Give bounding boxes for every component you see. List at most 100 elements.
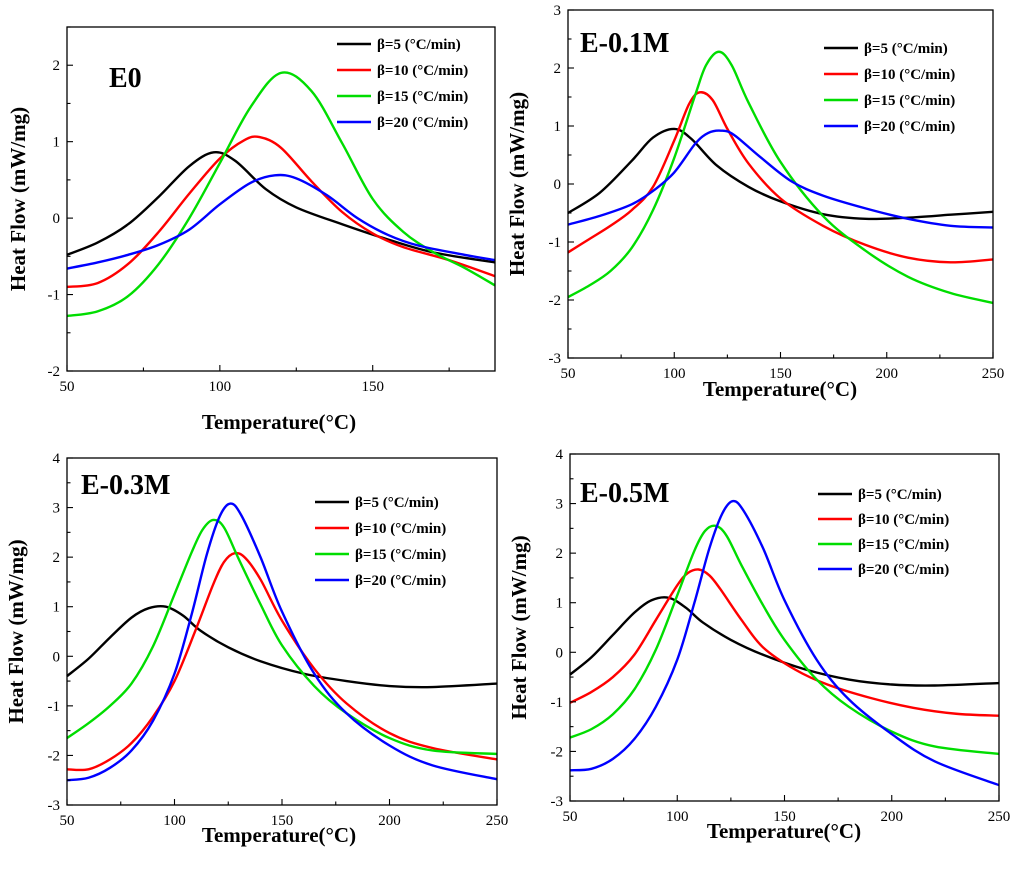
plot-frame (66, 26, 496, 372)
y-tick-label: -2 (48, 364, 61, 380)
chart-panel-1: 50 100 150 -2 -1 0 1 2 Temperature(°C) Heat Flow … (6, 26, 496, 434)
x-tick-label: 50 (563, 809, 578, 825)
y-tick-label: -1 (549, 235, 562, 251)
series-line-3 (66, 71, 496, 318)
x-axis-title: Temperature(°C) (202, 823, 356, 847)
x-tick-label: 100 (663, 366, 686, 382)
x-tick-label: 50 (60, 379, 75, 395)
y-tick-label: 2 (53, 58, 61, 74)
legend-label-2: β=10 (°C/min) (864, 67, 955, 83)
legend-label-2: β=10 (°C/min) (355, 521, 446, 537)
series-line-2 (66, 135, 496, 289)
y-tick-label: -1 (48, 288, 61, 304)
legend-label-4: β=20 (°C/min) (858, 562, 949, 578)
y-tick-label: 4 (556, 447, 564, 463)
chart-panel-2: 50 100 150 200 250 -3 -2 -1 0 1 2 3 Temperature(°C) H… (505, 3, 1004, 401)
y-tick-label: -1 (551, 695, 564, 711)
legend-label-4: β=20 (°C/min) (377, 115, 468, 131)
y-tick-label: 1 (554, 119, 562, 135)
y-tick-label: 2 (554, 61, 562, 77)
x-axis-title: Temperature(°C) (202, 410, 356, 434)
y-tick-label: -3 (549, 351, 562, 367)
y-axis-title: Heat Flow (mW/mg) (4, 539, 28, 723)
legend-label-3: β=15 (°C/min) (377, 89, 468, 105)
series-line-1 (66, 604, 498, 689)
y-tick-label: 0 (556, 645, 564, 661)
series-line-2 (66, 551, 498, 772)
y-tick-label: 0 (53, 649, 61, 665)
y-tick-label: 1 (53, 600, 61, 616)
y-tick-label: 3 (554, 3, 562, 19)
y-tick-label: 3 (53, 501, 61, 517)
x-tick-label: 100 (209, 379, 232, 395)
x-tick-label: 50 (561, 366, 576, 382)
x-tick-label: 100 (666, 809, 689, 825)
legend: β=5 (°C/min) β=10 (°C/min) β=15 (°C/min) β=… (315, 495, 446, 589)
legend-label-1: β=5 (°C/min) (858, 487, 942, 503)
series-line-3 (569, 524, 1000, 756)
x-axis-title: Temperature(°C) (703, 377, 857, 401)
y-tick-label: 0 (554, 177, 562, 193)
y-tick-label: -3 (48, 798, 61, 814)
series-line-1 (66, 151, 496, 264)
x-tick-label: 150 (769, 366, 792, 382)
y-tick-label: -2 (551, 744, 564, 760)
y-tick-label: 0 (53, 211, 61, 227)
series-line-4 (66, 502, 498, 782)
series-line-4 (567, 129, 994, 229)
y-axis-title: Heat Flow (mW/mg) (505, 92, 529, 276)
chart-panel-4: 50 100 150 200 250 -3 -2 -1 0 1 2 3 4 Temperature(°C)… (507, 447, 1010, 843)
panel-title: E-0.5M (580, 478, 669, 509)
x-tick-label: 150 (361, 379, 384, 395)
series-line-3 (567, 50, 994, 305)
series-line-2 (569, 568, 1000, 717)
y-tick-label: 1 (556, 596, 564, 612)
x-tick-label: 200 (876, 366, 899, 382)
x-tick-label: 250 (982, 366, 1005, 382)
y-tick-label: 3 (556, 497, 564, 513)
legend-label-2: β=10 (°C/min) (377, 63, 468, 79)
y-tick-label: 1 (53, 135, 61, 151)
legend-label-2: β=10 (°C/min) (858, 512, 949, 528)
legend-label-3: β=15 (°C/min) (864, 93, 955, 109)
y-tick-label: 4 (53, 451, 61, 467)
x-tick-label: 50 (60, 813, 75, 829)
x-axis-title: Temperature(°C) (707, 819, 861, 843)
legend: β=5 (°C/min) β=10 (°C/min) β=15 (°C/min) β=… (818, 487, 949, 578)
series-line-4 (569, 499, 1000, 787)
x-tick-label: 100 (163, 813, 186, 829)
x-tick-label: 150 (271, 813, 294, 829)
plot-frame (567, 9, 994, 359)
y-tick-label: -3 (551, 794, 564, 810)
x-tick-label: 150 (773, 809, 796, 825)
panel-title: E-0.1M (580, 28, 669, 59)
y-axis-title: Heat Flow (mW/mg) (6, 107, 30, 291)
legend-label-1: β=5 (°C/min) (377, 37, 461, 53)
y-tick-label: -2 (48, 748, 61, 764)
legend-label-4: β=20 (°C/min) (864, 119, 955, 135)
legend-label-1: β=5 (°C/min) (355, 495, 439, 511)
x-tick-label: 250 (486, 813, 509, 829)
series-line-4 (66, 173, 496, 270)
legend-label-3: β=15 (°C/min) (355, 547, 446, 563)
legend: β=5 (°C/min) β=10 (°C/min) β=15 (°C/min) β=… (337, 37, 468, 131)
chart-panel-3: 50 100 150 200 250 -3 -2 -1 0 1 2 3 4 Temperature(°C)… (4, 451, 508, 847)
y-tick-label: -2 (549, 293, 562, 309)
y-axis-title: Heat Flow (mW/mg) (507, 535, 531, 719)
x-tick-label: 200 (378, 813, 401, 829)
series-line-2 (567, 91, 994, 264)
x-tick-label: 250 (988, 809, 1011, 825)
y-tick-label: 2 (556, 546, 564, 562)
panel-title: E0 (109, 63, 142, 94)
y-tick-label: 2 (53, 550, 61, 566)
legend-label-3: β=15 (°C/min) (858, 537, 949, 553)
series-line-3 (66, 518, 498, 756)
series-line-1 (569, 596, 1000, 687)
y-tick-label: -1 (48, 699, 61, 715)
x-tick-label: 200 (881, 809, 904, 825)
panel-title: E-0.3M (81, 470, 170, 501)
legend-label-1: β=5 (°C/min) (864, 41, 948, 57)
legend: β=5 (°C/min) β=10 (°C/min) β=15 (°C/min) β=… (824, 41, 955, 135)
legend-label-4: β=20 (°C/min) (355, 573, 446, 589)
